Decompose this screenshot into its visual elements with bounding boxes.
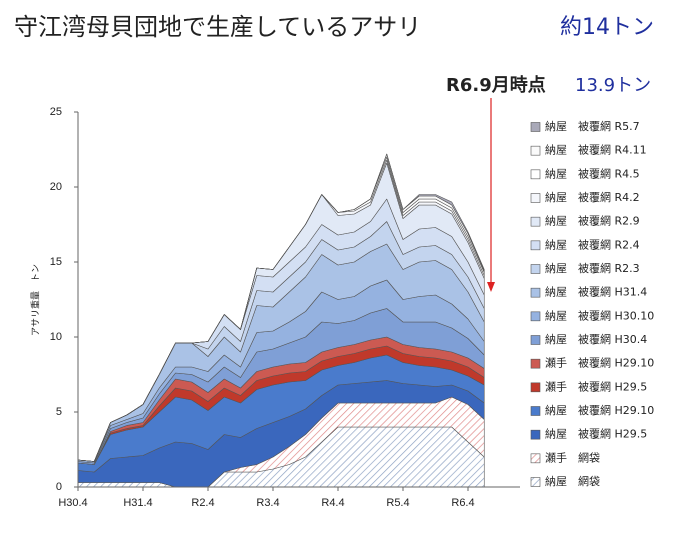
legend-swatch [530,335,541,345]
legend-label: 納屋 被覆網 R4.2 [545,190,640,204]
legend-label: 納屋 網袋 [545,474,600,488]
legend-label: 瀬手 被覆網 H29.10 [545,356,654,370]
legend-swatch [530,311,541,322]
x-tick-label: R6.4 [451,497,474,509]
x-tick-label: R4.4 [321,497,344,509]
y-tick-label: 15 [50,256,62,268]
legend-label: 納屋 被覆網 R2.4 [545,237,640,251]
annotation: R6.9月時点 [446,74,546,96]
y-tick-label: 20 [50,181,62,193]
y-tick-label: 5 [56,406,62,418]
legend-label: 納屋 被覆網 H30.4 [545,332,647,346]
legend-label: 納屋 被覆網 R4.11 [545,143,647,157]
legend-label: 納屋 被覆網 H30.10 [545,308,654,322]
x-tick-label: R5.4 [386,497,409,509]
legend-swatch [530,406,541,416]
arrow-head [487,282,495,292]
legend-label: 納屋 被覆網 R5.7 [545,119,640,133]
area [77,153,485,462]
legend-label: 納屋 被覆網 R2.3 [545,261,640,275]
legend-swatch [530,358,541,369]
x-tick-label: R3.4 [256,497,279,509]
x-tick-label: R2.4 [191,497,214,509]
legend-label: 瀬手 被覆網 H29.5 [545,379,647,393]
annotation-value: 13.9トン [575,75,651,96]
legend-label: 瀬手 網袋 [545,450,600,464]
x-tick-label: H30.4 [58,497,87,509]
legend-label: 納屋 被覆網 H31.4 [545,285,647,299]
legend-swatch [530,429,541,440]
legend-label: 納屋 被覆網 H29.5 [545,427,647,441]
x-tick-label: H31.4 [123,497,152,509]
legend-label: 納屋 被覆網 H29.10 [545,403,654,417]
chart-title: 守江湾母貝団地で生産しているアサリ [14,13,421,41]
legend-swatch [530,477,541,487]
legend-swatch [530,193,541,203]
legend-swatch [530,382,541,393]
legend-swatch [530,453,541,464]
y-tick-label: 10 [50,331,62,343]
legend-swatch [530,264,541,274]
legend-label: 納屋 被覆網 R2.9 [545,214,640,228]
y-tick-label: 0 [56,481,62,493]
legend-swatch [530,216,541,227]
plot [77,153,485,488]
title-note: 約14トン [560,15,654,40]
legend-swatch [530,240,541,251]
y-tick-label: 25 [50,106,62,118]
y-axis-label: アサリ重量 トン [30,264,42,336]
legend-swatch [530,169,541,180]
legend-swatch [530,122,541,132]
legend-swatch [530,287,541,298]
legend-swatch [530,145,541,156]
legend-label: 納屋 被覆網 R4.5 [545,166,640,180]
